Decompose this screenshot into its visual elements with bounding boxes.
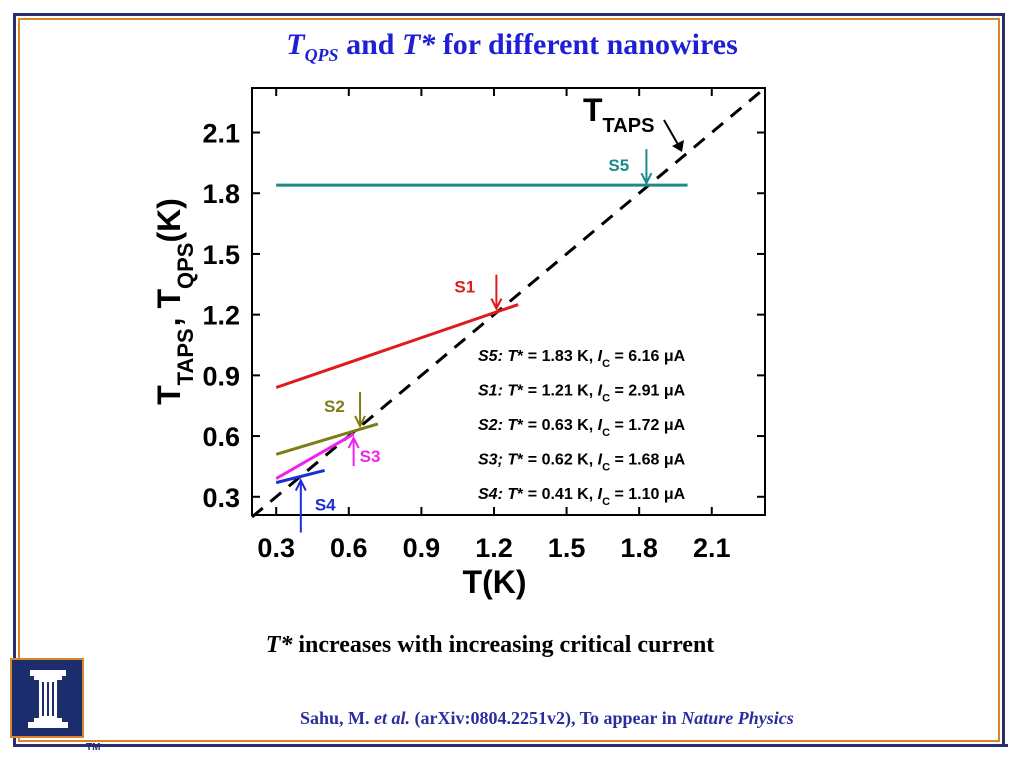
annotation-2: S2: T* = 0.63 K, IC = 1.72 μA xyxy=(478,417,686,439)
y-tick-label-0: 0.3 xyxy=(202,483,240,513)
x-axis-title: T(K) xyxy=(463,564,527,600)
series-line-s3 xyxy=(275,432,355,480)
series-arrow-s2-head xyxy=(354,415,366,429)
series-arrow-s1 xyxy=(490,274,503,311)
y-tick-label-3: 1.2 xyxy=(202,301,240,331)
caption-tstar: T* xyxy=(265,632,293,658)
y-tick-label-5: 1.8 xyxy=(202,179,240,209)
title-t: T xyxy=(286,28,305,61)
x-tick-label-0: 0.3 xyxy=(257,533,295,563)
citation-author: Sahu, M. xyxy=(300,708,375,728)
citation-etal: et al. xyxy=(374,708,411,728)
plot-frame xyxy=(251,87,766,516)
x-tick-label-1: 0.6 xyxy=(330,533,368,563)
y-tick-label-4: 1.5 xyxy=(202,240,240,270)
ttaps-label: TTAPS xyxy=(583,92,654,137)
slide-frame-inner xyxy=(18,18,1000,742)
annotation-0: S5: T* = 1.83 K, IC = 6.16 μA xyxy=(478,348,686,370)
title-rest: for different nanowires xyxy=(435,28,738,61)
slide-title: TQPS and T* for different nanowires xyxy=(0,28,1024,66)
series-arrow-s5 xyxy=(640,149,653,186)
title-tstar: T* xyxy=(401,28,436,61)
y-axis-title: TTAPS, TQPS(K) xyxy=(151,198,198,405)
caption-text: increases with increasing critical curre… xyxy=(292,632,715,658)
slide-caption: T* increases with increasing critical cu… xyxy=(0,632,980,659)
x-tick-label-6: 2.1 xyxy=(693,533,731,563)
series-arrow-s5-head xyxy=(640,172,653,186)
citation-journal: Nature Physics xyxy=(681,708,794,728)
x-tick-label-2: 0.9 xyxy=(403,533,441,563)
annotation-1: S1: T* = 1.21 K, IC = 2.91 μA xyxy=(478,383,686,405)
annotation-4: S4: T* = 0.41 K, IC = 1.10 μA xyxy=(478,486,686,508)
series-label-s4: S4 xyxy=(315,496,336,515)
series-label-s3: S3 xyxy=(360,447,381,466)
series-line-s1 xyxy=(275,303,519,389)
series-arrow-s2 xyxy=(354,392,366,429)
ttaps-pointer-head xyxy=(672,140,684,152)
series-arrow-s3 xyxy=(347,435,360,467)
university-logo xyxy=(10,658,84,738)
title-and: and xyxy=(338,28,402,61)
series-label-s5: S5 xyxy=(608,156,629,175)
ttaps-pointer-shaft xyxy=(663,119,681,149)
series-arrow-s4 xyxy=(294,478,307,533)
citation-ref: (arXiv:0804.2251v2), To appear in xyxy=(410,708,682,728)
x-tick-label-4: 1.5 xyxy=(548,533,586,563)
footer-rule xyxy=(108,744,1008,747)
x-tick-label-5: 1.8 xyxy=(620,533,658,563)
series-arrow-s1-head xyxy=(490,298,503,311)
title-t-subscript: QPS xyxy=(304,45,339,65)
series-label-s1: S1 xyxy=(454,278,475,297)
series-line-s4 xyxy=(275,469,325,485)
x-tick-label-3: 1.2 xyxy=(475,533,513,563)
series-arrow-s3-head xyxy=(347,435,360,449)
citation: Sahu, M. et al. (arXiv:0804.2251v2), To … xyxy=(300,708,940,729)
annotation-3: S3; T* = 0.62 K, IC = 1.68 μA xyxy=(478,452,686,474)
trademark-mark: TM xyxy=(86,742,101,753)
series-label-s2: S2 xyxy=(324,397,345,416)
y-tick-label-1: 0.6 xyxy=(202,422,240,452)
series-arrow-s4-head xyxy=(294,478,307,491)
ttaps-reference-line xyxy=(251,86,766,519)
y-tick-label-2: 0.9 xyxy=(202,361,240,391)
y-tick-label-6: 2.1 xyxy=(202,119,240,149)
series-line-s2 xyxy=(275,422,379,456)
logo-column-icon xyxy=(28,670,68,728)
